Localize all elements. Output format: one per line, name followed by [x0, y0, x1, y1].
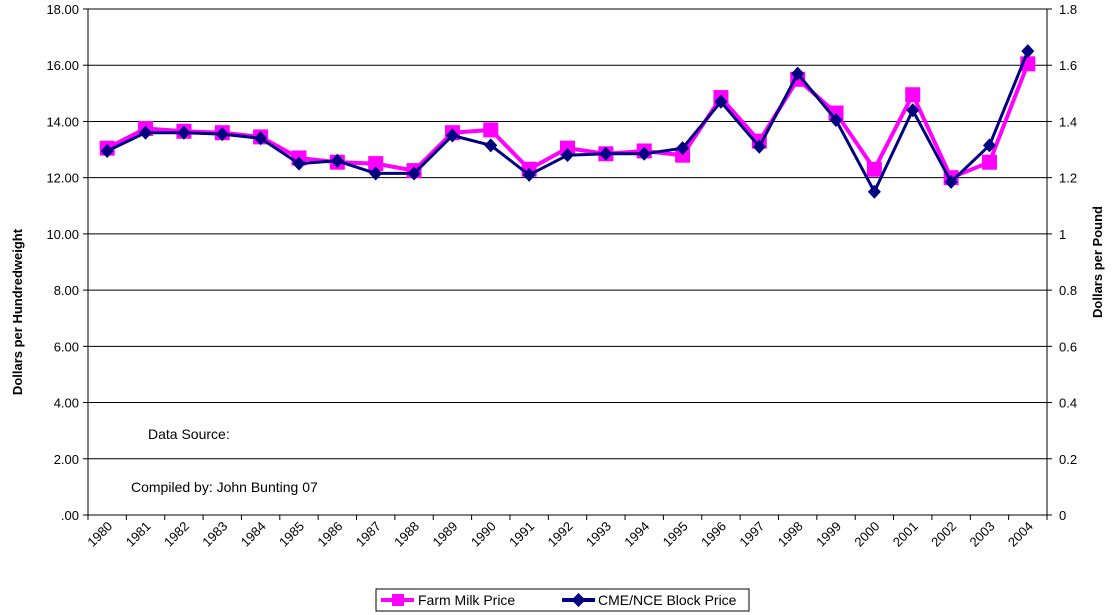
- block-price-point: [599, 146, 613, 161]
- block-price-point: [752, 139, 766, 154]
- y-tick-label: 14.00: [46, 114, 79, 129]
- x-tick-label: 1987: [353, 519, 384, 550]
- x-tick-label: 1989: [429, 519, 460, 550]
- block-price-point: [177, 125, 191, 140]
- x-tick-label: 1997: [736, 519, 767, 550]
- y2-tick-label: 1.4: [1059, 114, 1077, 129]
- block-price-point: [369, 166, 383, 181]
- legend: Farm Milk Price CME/NCE Block Price: [375, 588, 750, 612]
- block-price-point: [867, 184, 881, 199]
- x-tick-label: 1995: [660, 519, 691, 550]
- block-price-point: [829, 113, 843, 128]
- x-tick-label: 1984: [238, 519, 269, 550]
- y-axis-title: Dollars per Hundredweight: [10, 228, 25, 395]
- y2-tick-label: 0: [1059, 508, 1066, 523]
- block-price-point: [407, 166, 421, 181]
- x-tick-label: 1982: [161, 519, 192, 550]
- y2-axis-title: Dollars per Pound: [1090, 206, 1105, 318]
- y-tick-label: 6.00: [54, 339, 79, 354]
- y2-tick-label: 1.2: [1059, 171, 1077, 186]
- x-tick-label: 1988: [391, 519, 422, 550]
- block-price-point: [100, 143, 114, 158]
- x-tick-label: 1992: [545, 519, 576, 550]
- x-tick-label: 2003: [967, 519, 998, 550]
- block-price-point: [676, 141, 690, 156]
- right-axis-ticks: 0 0.2 0.4 0.6 0.8 1 1.2 1.4 1.6 1.8: [1047, 2, 1077, 523]
- farm-milk-point: [905, 87, 921, 103]
- x-tick-label: 1981: [123, 519, 154, 550]
- annotation-compiled-by: Compiled by: John Bunting 07: [131, 479, 318, 495]
- annotation-data-source: Data Source:: [148, 426, 230, 442]
- farm-milk-point: [560, 140, 575, 156]
- y-tick-label: .00: [61, 508, 79, 523]
- farm-milk-point: [981, 154, 997, 170]
- x-tick-label: 1990: [468, 519, 499, 550]
- y2-tick-label: 0.4: [1059, 396, 1077, 411]
- block-price-point: [484, 138, 498, 153]
- y2-tick-label: 1: [1059, 227, 1066, 242]
- block-price-point: [330, 153, 344, 168]
- x-tick-label: 2000: [851, 519, 882, 550]
- left-axis-ticks: .00 2.00 4.00 6.00 8.00 10.00 12.00 14.00 16.00 1…: [46, 2, 88, 523]
- farm-milk-point: [675, 147, 691, 163]
- block-price-point: [714, 94, 728, 109]
- x-tick-label: 1985: [276, 519, 307, 550]
- y2-tick-label: 1.8: [1059, 2, 1077, 17]
- y2-tick-label: 1.6: [1059, 58, 1077, 73]
- y-tick-label: 16.00: [46, 58, 79, 73]
- x-tick-label: 1993: [583, 519, 614, 550]
- y2-tick-label: 0.6: [1059, 339, 1077, 354]
- block-price-point: [215, 127, 229, 142]
- y-tick-label: 18.00: [46, 2, 79, 17]
- x-tick-label: 1998: [775, 519, 806, 550]
- y2-tick-label: 0.8: [1059, 283, 1077, 298]
- legend-marker-diamond: [571, 593, 586, 607]
- farm-milk-point: [368, 156, 384, 172]
- block-price-point: [637, 146, 651, 161]
- farm-milk-point: [866, 161, 882, 177]
- y-tick-label: 10.00: [46, 227, 79, 242]
- x-axis-ticks: 1980 1981 1982 1983 1984 1985 1986 1987 1988 1989…: [84, 515, 1048, 550]
- farm-milk-point: [483, 122, 499, 138]
- axes: [87, 9, 1048, 516]
- x-tick-label: 1991: [506, 519, 537, 550]
- x-tick-label: 1999: [813, 519, 844, 550]
- block-price-point: [254, 131, 268, 146]
- x-tick-label: 1994: [621, 519, 652, 550]
- block-price-point: [944, 174, 958, 189]
- x-tick-label: 2002: [928, 519, 959, 550]
- legend-label-farm-milk: Farm Milk Price: [418, 592, 515, 608]
- block-price-point: [1021, 44, 1035, 59]
- block-price-point: [139, 125, 153, 140]
- series-layer: [99, 44, 1036, 199]
- y-tick-label: 8.00: [54, 283, 79, 298]
- y-tick-label: 2.00: [54, 452, 79, 467]
- block-price-point: [982, 138, 996, 153]
- legend-label-block: CME/NCE Block Price: [598, 592, 737, 608]
- legend-marker-square: [392, 594, 404, 606]
- block-price-point: [522, 167, 536, 182]
- block-price-point: [906, 103, 920, 118]
- y2-tick-label: 0.2: [1059, 452, 1077, 467]
- gridlines: [88, 8, 1047, 460]
- x-tick-label: 1980: [84, 519, 115, 550]
- x-tick-label: 1986: [314, 519, 345, 550]
- block-price-point: [561, 148, 574, 163]
- block-price-point: [791, 66, 805, 81]
- x-tick-label: 2004: [1005, 519, 1036, 550]
- x-tick-label: 2001: [890, 519, 921, 550]
- block-price-point: [445, 128, 459, 143]
- y-tick-label: 4.00: [54, 396, 79, 411]
- block-price-point: [292, 156, 306, 171]
- x-tick-label: 1996: [698, 519, 729, 550]
- y-tick-label: 12.00: [46, 171, 79, 186]
- x-tick-label: 1983: [199, 519, 230, 550]
